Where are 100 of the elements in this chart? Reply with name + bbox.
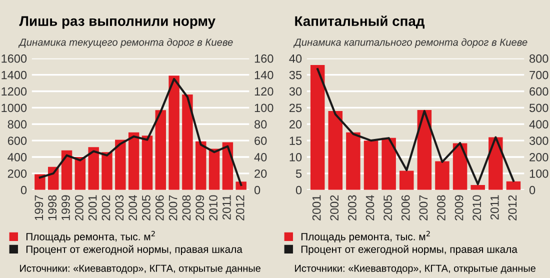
bar bbox=[88, 147, 99, 190]
x-tick-label: 2004 bbox=[128, 195, 137, 220]
x-tick-label: 2008 bbox=[437, 195, 446, 220]
y2-tick-label: 100 bbox=[530, 169, 548, 178]
y-tick-label: 25 bbox=[290, 104, 302, 112]
y2-tick-label: 600 bbox=[530, 87, 548, 96]
x-tick-label: 2007 bbox=[419, 195, 428, 220]
y2-tick-label: 80 bbox=[254, 120, 267, 129]
y-tick-label: 30 bbox=[289, 87, 302, 96]
bar bbox=[115, 140, 126, 190]
x-tick-label: 2012 bbox=[508, 195, 517, 220]
x-tick-label: 2003 bbox=[115, 195, 124, 220]
x-tick-label: 2002 bbox=[330, 195, 339, 220]
y-tick-label: 20 bbox=[290, 120, 302, 129]
x-tick-label: 2000 bbox=[74, 195, 84, 220]
y-tick-label: 1600 bbox=[2, 54, 27, 63]
legend-label: Процент от ежегодной нормы, правая шкала bbox=[26, 245, 242, 256]
line-series bbox=[38, 78, 242, 186]
legend-label: Площадь ремонта, тыс. м$^{2}$ bbox=[26, 230, 155, 242]
y2-tick-label: 300 bbox=[529, 136, 548, 145]
bar bbox=[382, 138, 396, 190]
x-tick-label: 2003 bbox=[348, 195, 356, 220]
bar bbox=[470, 184, 485, 190]
text: Источники: «Киевавтодор», КГТА, открытые данные bbox=[20, 264, 260, 274]
x-tick-label: 1997 bbox=[34, 195, 44, 220]
y2-tick-label: 0 bbox=[529, 186, 536, 194]
y-tick-label: 5 bbox=[296, 170, 302, 178]
bar bbox=[506, 181, 521, 190]
bar bbox=[34, 174, 46, 190]
y-tick-label: 400 bbox=[8, 153, 27, 162]
y2-tick-label: 100 bbox=[254, 104, 274, 112]
bar bbox=[102, 152, 112, 190]
bar bbox=[155, 110, 166, 190]
y2-tick-label: 0 bbox=[254, 186, 260, 194]
bar bbox=[400, 170, 414, 190]
chart-title: Капитальный спад bbox=[295, 16, 424, 29]
x-tick-label: 2005 bbox=[384, 195, 392, 220]
bar bbox=[435, 161, 450, 190]
x-tick-label: 2010 bbox=[209, 195, 218, 220]
chart-subtitle: Динамика капитального ремонта дорог в Киеве bbox=[293, 38, 528, 48]
legend-label: Процент от ежегодной нормы, правая шкала bbox=[301, 245, 518, 256]
chart-subtitle: Динамика текущего ремонта дорог в Киеве bbox=[18, 38, 233, 48]
x-tick-label: 1998 bbox=[48, 195, 57, 220]
y2-tick-label: 700 bbox=[530, 70, 548, 80]
bar bbox=[142, 136, 153, 190]
y-tick-label: 1400 bbox=[2, 70, 27, 80]
x-tick-label: 2011 bbox=[490, 195, 499, 220]
y-tick-label: 200 bbox=[8, 169, 27, 178]
y-tick-label: 35 bbox=[289, 70, 302, 80]
x-tick-label: 2009 bbox=[196, 195, 204, 220]
y-tick-label: 800 bbox=[8, 120, 27, 129]
x-tick-label: 2001 bbox=[88, 195, 97, 220]
x-tick-label: 2001 bbox=[312, 195, 321, 220]
x-tick-label: 2005 bbox=[142, 195, 150, 220]
text: Источники: «Киевавтодор», КГТА, открытые данные bbox=[295, 264, 536, 274]
bar bbox=[208, 148, 220, 190]
bar bbox=[61, 150, 72, 190]
x-tick-label: 2007 bbox=[168, 195, 178, 220]
x-tick-label: 1999 bbox=[62, 195, 70, 220]
x-tick-label: 2009 bbox=[454, 195, 464, 220]
y2-tick-label: 500 bbox=[529, 104, 548, 112]
x-tick-label: 2008 bbox=[182, 195, 191, 220]
x-tick-label: 2006 bbox=[155, 195, 164, 220]
y-tick-label: 600 bbox=[8, 136, 27, 145]
y2-tick-label: 400 bbox=[529, 120, 548, 129]
bar bbox=[328, 110, 343, 190]
y-tick-label: 1200 bbox=[2, 87, 27, 96]
x-tick-label: 2006 bbox=[401, 195, 410, 220]
y2-tick-label: 800 bbox=[530, 54, 548, 63]
bar bbox=[196, 141, 206, 190]
x-tick-label: 2004 bbox=[366, 195, 374, 220]
bar bbox=[74, 157, 86, 190]
bar bbox=[128, 132, 140, 190]
y2-tick-label: 60 bbox=[254, 136, 267, 145]
y2-tick-label: 200 bbox=[530, 153, 548, 162]
bar bbox=[364, 140, 378, 190]
y2-tick-label: 140 bbox=[254, 70, 274, 80]
y-tick-label: 0 bbox=[296, 186, 302, 194]
chart-title: Лишь раз выполнили норму bbox=[19, 16, 216, 29]
y2-tick-label: 20 bbox=[254, 169, 267, 178]
bar bbox=[417, 110, 432, 190]
bar bbox=[452, 143, 468, 190]
y2-tick-label: 120 bbox=[254, 87, 274, 96]
y-tick-label: 0 bbox=[20, 186, 27, 194]
legend-label: Площадь ремонта, тыс. м$^{2}$ bbox=[301, 230, 430, 242]
y2-tick-label: 40 bbox=[254, 153, 267, 162]
x-tick-label: 2002 bbox=[102, 195, 110, 220]
x-tick-label: 2012 bbox=[236, 195, 244, 220]
bar bbox=[346, 132, 360, 190]
bar bbox=[168, 76, 180, 190]
y-tick-label: 1000 bbox=[2, 104, 27, 112]
y-tick-label: 40 bbox=[289, 54, 302, 63]
y-tick-label: 10 bbox=[290, 153, 302, 162]
y-tick-label: 15 bbox=[290, 136, 302, 145]
bar bbox=[182, 94, 193, 190]
y2-tick-label: 160 bbox=[254, 54, 274, 63]
line-series bbox=[316, 68, 515, 186]
bar bbox=[310, 64, 325, 190]
x-tick-label: 2010 bbox=[472, 195, 482, 220]
x-tick-label: 2011 bbox=[222, 195, 231, 220]
